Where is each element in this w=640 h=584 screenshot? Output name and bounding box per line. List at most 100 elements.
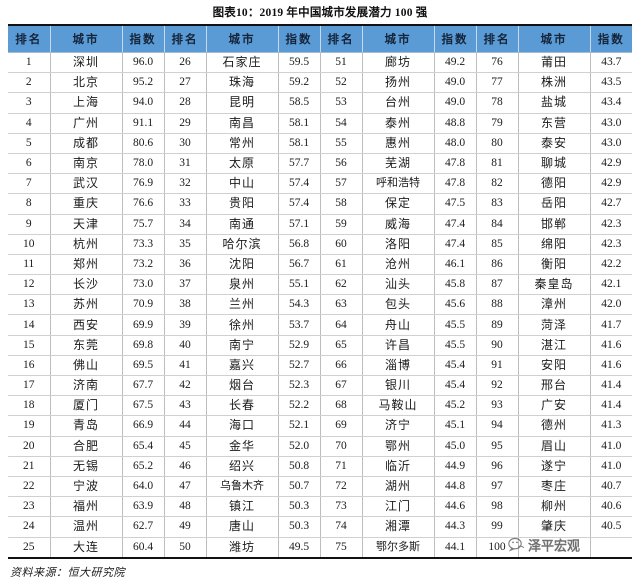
cell-rank: 8: [8, 193, 51, 215]
cell-rank: 4: [8, 112, 51, 134]
cell-city: 兰州: [205, 294, 279, 316]
cell-rank: 55: [319, 132, 363, 154]
cell-idx: 43.0: [589, 132, 632, 154]
cell-idx: 45.8: [433, 274, 477, 296]
table-row: 6 南京 78.0 31 太原 57.7 56 芜湖 47.8 81 聊城 42.9: [8, 152, 632, 175]
cell-city: 德阳: [517, 173, 591, 195]
cell-rank: 21: [8, 455, 51, 477]
cell-rank: 74: [319, 516, 363, 538]
cell-rank: 44: [163, 415, 207, 437]
cell-idx: 52.0: [277, 435, 321, 457]
cell-city: 岳阳: [517, 193, 591, 215]
cell-idx: 58.1: [277, 132, 321, 154]
column-header-9: 指数: [433, 25, 477, 53]
table-row: 1 深圳 96.0 26 石家庄 59.5 51 廊坊 49.2 76 莆田 43.7: [8, 51, 632, 74]
cell-rank: 66: [319, 354, 363, 377]
cell-city: 廊坊: [361, 51, 435, 74]
cell-rank: 86: [475, 253, 519, 276]
cell-idx: 56.7: [277, 253, 321, 276]
table-body: 1 深圳 96.0 26 石家庄 59.5 51 廊坊 49.2 76 莆田 43.7 2 北京 95.2 2…: [8, 51, 632, 559]
cell-city: 南通: [205, 213, 279, 235]
cell-rank: 25: [8, 536, 51, 559]
cell-idx: 62.7: [121, 516, 165, 538]
cell-city: 西安: [49, 314, 123, 336]
cell-rank: 3: [8, 92, 51, 114]
cell-idx: [589, 536, 632, 559]
cell-rank: 46: [163, 455, 207, 477]
cell-city: 湛江: [517, 334, 591, 356]
cell-city: 惠州: [361, 132, 435, 154]
cell-idx: 70.9: [121, 294, 165, 316]
cell-idx: 60.4: [121, 536, 165, 559]
cell-city: 石家庄: [205, 51, 279, 74]
table-row: 18 厦门 67.5 43 长春 52.2 68 马鞍山 45.2 93 广安 41.4: [8, 395, 632, 417]
cell-rank: 62: [319, 274, 363, 296]
cell-city: 武汉: [49, 173, 123, 195]
column-header-5: 城市: [205, 25, 279, 53]
cell-idx: 48.8: [433, 112, 477, 134]
cell-rank: 33: [163, 193, 207, 215]
cell-idx: 64.0: [121, 475, 165, 498]
cell-idx: 43.7: [589, 51, 632, 74]
cell-city: 洛阳: [361, 233, 435, 255]
cell-idx: 47.8: [433, 173, 477, 195]
cell-rank: 63: [319, 294, 363, 316]
cell-city: 镇江: [205, 496, 279, 518]
cell-idx: 50.3: [277, 496, 321, 518]
table-row: 15 东莞 69.8 40 南宁 52.9 65 许昌 45.5 90 湛江 41.6: [8, 334, 632, 356]
cell-rank: 71: [319, 455, 363, 477]
cell-rank: 32: [163, 173, 207, 195]
cell-rank: 68: [319, 395, 363, 417]
cell-city: 马鞍山: [361, 395, 435, 417]
cell-rank: 20: [8, 435, 51, 457]
cell-city: 呼和浩特: [361, 173, 435, 195]
cell-idx: 76.6: [121, 193, 165, 215]
cell-rank: 41: [163, 354, 207, 377]
column-header-6: 指数: [277, 25, 321, 53]
cell-idx: 57.4: [277, 193, 321, 215]
cell-rank: 17: [8, 374, 51, 397]
cell-idx: 41.6: [589, 334, 632, 356]
cell-city: 广安: [517, 395, 591, 417]
cell-idx: 78.0: [121, 152, 165, 175]
cell-idx: 54.3: [277, 294, 321, 316]
cell-idx: 42.7: [589, 193, 632, 215]
cell-city: 中山: [205, 173, 279, 195]
cell-idx: 63.9: [121, 496, 165, 518]
cell-city: 聊城: [517, 152, 591, 175]
cell-rank: 98: [475, 496, 519, 518]
cell-city: 济南: [49, 374, 123, 397]
cell-rank: 13: [8, 294, 51, 316]
cell-idx: 45.4: [433, 354, 477, 377]
cell-rank: 49: [163, 516, 207, 538]
cell-rank: 56: [319, 152, 363, 175]
cell-city: 太原: [205, 152, 279, 175]
cell-idx: 58.1: [277, 112, 321, 134]
cell-idx: 73.2: [121, 253, 165, 276]
cell-idx: 41.0: [589, 455, 632, 477]
cell-city: 徐州: [205, 314, 279, 336]
column-header-4: 排名: [163, 25, 207, 53]
table-row: 14 西安 69.9 39 徐州 53.7 64 舟山 45.5 89 菏泽 41.7: [8, 314, 632, 336]
cell-idx: 55.1: [277, 274, 321, 296]
header-row: 排名 城市 指数 排名 城市 指数 排名 城市 指数 排名 城市 指数: [8, 25, 632, 53]
cell-city: 枣庄: [517, 475, 591, 498]
cell-city: 青岛: [49, 415, 123, 437]
cell-city: 北京: [49, 72, 123, 94]
cell-city: 泉州: [205, 274, 279, 296]
cell-idx: 95.2: [121, 72, 165, 94]
cell-idx: 48.0: [433, 132, 477, 154]
cell-city: 衡阳: [517, 253, 591, 276]
cell-city: 佛山: [49, 354, 123, 377]
source-note: 资料来源：恒大研究院: [10, 566, 125, 579]
cell-idx: 42.9: [589, 152, 632, 175]
table-row: 22 宁波 64.0 47 乌鲁木齐 50.7 72 湖州 44.8 97 枣庄 40.7: [8, 475, 632, 498]
cell-rank: 47: [163, 475, 207, 498]
cell-city: [517, 536, 591, 559]
cell-city: 东莞: [49, 334, 123, 356]
cell-idx: 52.1: [277, 415, 321, 437]
cell-idx: 44.6: [433, 496, 477, 518]
cell-idx: 41.4: [589, 395, 632, 417]
cell-city: 南昌: [205, 112, 279, 134]
